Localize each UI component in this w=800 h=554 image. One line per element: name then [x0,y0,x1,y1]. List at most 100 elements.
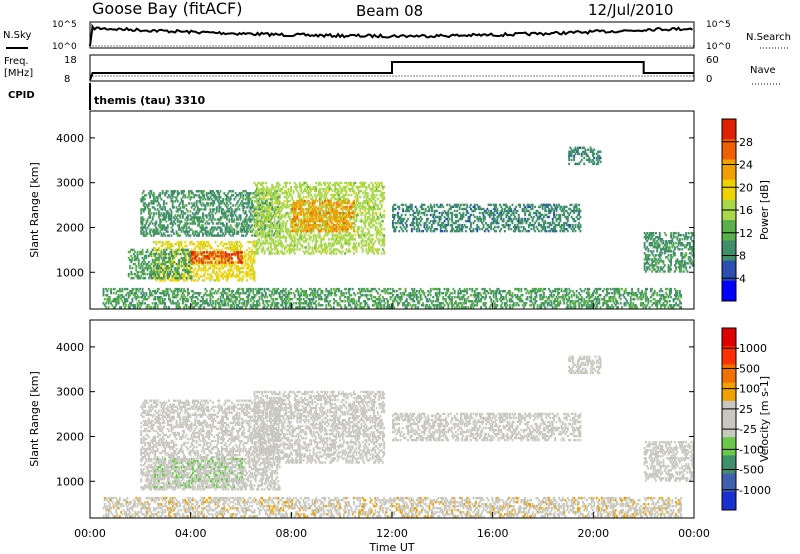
range-gate-cell-4 [290,185,292,189]
range-gate-cell-4 [319,234,321,237]
range-gate-cell-6 [456,213,459,217]
range-gate-cell-2 [200,261,203,264]
range-gate-cell-3 [244,190,247,193]
range-gate-cell-0 [175,249,178,252]
range-gate-cell-0 [212,257,214,260]
range-gate-cell-3 [149,228,151,231]
cpid-label: CPID [8,90,35,101]
range-gate-cell-1 [176,272,179,276]
range-gate-cell-0 [213,265,216,268]
range-gate-cell-1 [168,256,170,260]
range-gate-cell-3 [237,218,240,221]
range-gate-cell-6 [483,215,486,219]
range-gate-cell-3 [142,202,145,205]
range-gate-cell-0 [239,253,242,256]
range-gate-cell-3 [237,232,240,235]
range-gate-cell-3 [205,220,208,223]
range-gate-cell-3 [189,218,192,221]
range-gate-cell-3 [195,230,198,233]
range-gate-cell-3 [269,214,272,217]
range-gate-cell-3 [186,230,189,233]
range-gate-cell-3 [188,234,190,237]
range-gate-cell-1 [157,266,160,270]
range-gate-cell-3 [150,234,153,237]
range-gate-cell-2 [198,259,201,262]
range-gate-cell-2 [207,255,209,258]
range-gate-cell-4 [287,228,290,231]
range-gate-cell-2 [232,253,235,256]
range-gate-cell-0 [207,251,209,254]
range-gate-cell-3 [217,218,219,221]
range-gate-cell-3 [239,218,242,221]
range-gate-cell-3 [243,202,246,205]
range-gate-cell-3 [227,208,230,211]
range-gate-cell-0 [210,247,213,250]
range-gate-cell-0 [199,244,202,248]
range-gate-cell-3 [249,198,252,201]
range-gate-cell-3 [212,202,214,205]
range-gate-cell-0 [203,279,206,282]
range-gate-cell-1 [154,258,157,262]
range-gate-cell-3 [169,208,172,211]
range-gate-cell-1 [184,262,187,266]
range-gate-cell-4 [380,224,383,227]
range-gate-cell-4 [301,191,304,195]
range-gate-cell-4 [332,242,335,245]
range-gate-cell-1 [180,256,183,260]
range-gate-cell-3 [229,196,232,199]
range-gate-cell-0 [157,249,160,252]
range-gate-cell-3 [215,234,218,237]
range-gate-cell-1 [159,270,162,274]
range-gate-cell-1 [146,272,149,276]
range-gate-cell-4 [380,204,383,207]
range-gate-cell-4 [365,242,368,245]
range-gate-cell-2 [210,253,213,256]
range-gate-cell-0 [204,242,207,246]
range-gate-cell-0 [176,240,179,244]
range-gate-cell-0 [248,247,251,250]
range-gate-cell-0 [200,263,203,266]
range-gate-cell-0 [218,267,221,270]
range-gate-cell-0 [200,242,203,246]
range-gate-cell-3 [170,190,173,193]
range-gate-cell-3 [198,218,201,221]
range-gate-cell-1 [135,258,138,262]
range-gate-cell-3 [229,230,232,233]
range-gate-cell-0 [225,259,228,262]
range-gate-cell-1 [156,277,159,280]
range-gate-cell-4 [366,228,369,231]
range-gate-cell-3 [232,228,235,231]
range-gate-cell-0 [169,244,172,248]
range-gate-cell-1 [166,272,169,276]
range-gate-cell-0 [209,253,212,256]
range-gate-cell-3 [180,200,183,203]
range-gate-cell-3 [232,234,235,237]
range-gate-cell-2 [224,255,227,258]
range-gate-cell-3 [140,200,143,203]
range-gate-cell-3 [165,202,168,205]
range-gate-cell-3 [219,202,222,205]
range-gate-cell-0 [230,249,233,252]
range-gate-cell-2 [239,259,242,262]
range-gate-cell-3 [249,206,252,209]
range-gate-cell-4 [293,236,296,239]
range-gate-cell-3 [146,204,149,207]
range-gate-cell-3 [262,222,265,225]
frequency-line [89,61,694,81]
range-gate-cell-3 [220,212,223,215]
range-gate-cell-3 [147,224,150,227]
range-gate-cell-6 [487,229,490,233]
range-gate-cell-4 [359,201,362,205]
range-gate-cell-4 [383,242,386,245]
range-gate-cell-3 [269,204,272,207]
range-gate-cell-3 [140,222,143,225]
range-gate-cell-0 [233,249,236,252]
range-gate-cell-2 [228,261,231,264]
range-gate-cell-3 [145,228,148,231]
range-gate-cell-0 [248,257,251,260]
range-gate-cell-2 [203,255,206,258]
range-gate-cell-3 [159,206,162,209]
range-gate-cell-0 [186,277,189,280]
range-gate-cell-3 [190,192,193,195]
range-gate-cell-5 [316,199,319,203]
